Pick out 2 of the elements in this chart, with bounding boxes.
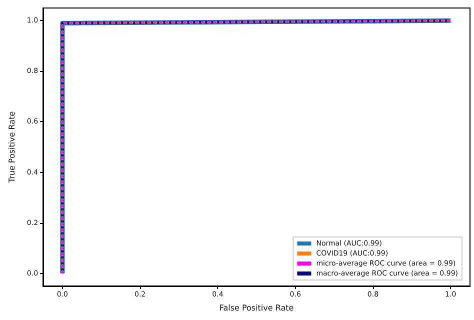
x-axis-title: False Positive Rate bbox=[219, 304, 294, 312]
y-axis-title: True Positive Rate bbox=[8, 111, 16, 184]
